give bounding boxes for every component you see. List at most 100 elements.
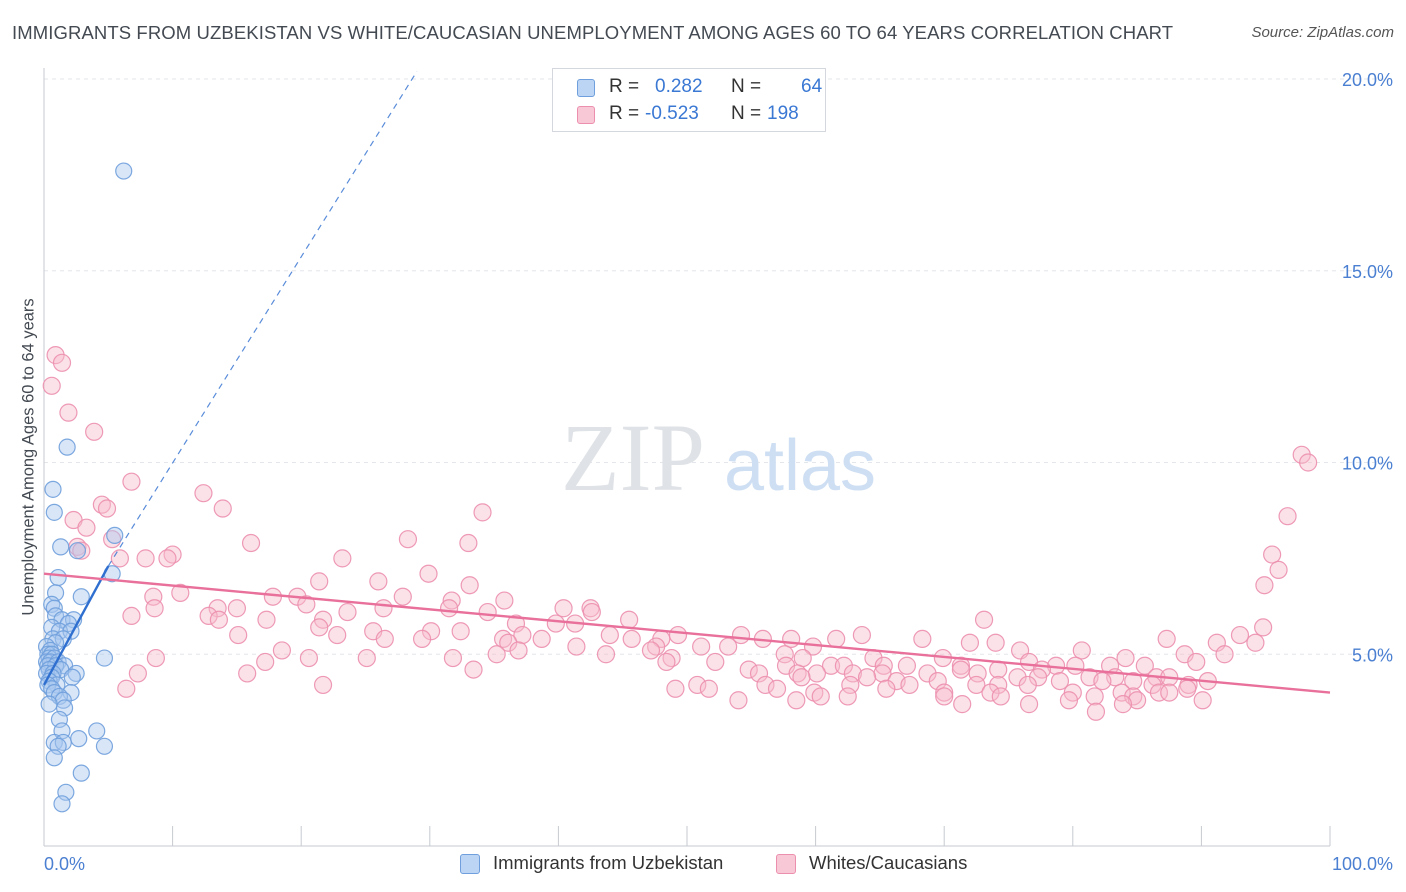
whites-point[interactable]	[756, 675, 775, 695]
whites-point[interactable]	[981, 683, 1000, 702]
whites-point[interactable]	[699, 679, 718, 698]
whites-point[interactable]	[229, 625, 248, 645]
whites-point[interactable]	[1050, 671, 1070, 691]
whites-point[interactable]	[122, 472, 141, 491]
whites-point[interactable]	[145, 599, 164, 618]
whites-point[interactable]	[546, 614, 565, 633]
whites-point[interactable]	[393, 587, 412, 606]
whites-point[interactable]	[913, 629, 932, 649]
whites-point[interactable]	[1018, 675, 1037, 695]
whites-point[interactable]	[749, 664, 769, 683]
whites-point[interactable]	[42, 376, 61, 395]
whites-point[interactable]	[313, 675, 333, 695]
whites-point[interactable]	[600, 625, 619, 645]
whites-point[interactable]	[136, 549, 155, 568]
whites-point[interactable]	[989, 675, 1008, 695]
whites-point[interactable]	[1086, 702, 1106, 721]
uzbekistan-point[interactable]	[88, 722, 106, 740]
whites-point[interactable]	[158, 549, 177, 568]
whites-point[interactable]	[787, 691, 806, 710]
whites-point[interactable]	[464, 660, 483, 679]
whites-point[interactable]	[666, 679, 685, 698]
whites-point[interactable]	[412, 629, 432, 649]
whites-point[interactable]	[620, 610, 639, 629]
whites-point[interactable]	[122, 606, 141, 626]
whites-point[interactable]	[1112, 683, 1131, 702]
whites-point[interactable]	[77, 518, 96, 537]
whites-point[interactable]	[1116, 648, 1135, 668]
whites-point[interactable]	[144, 587, 163, 606]
whites-point[interactable]	[974, 610, 994, 629]
whites-point[interactable]	[338, 602, 357, 622]
whites-point[interactable]	[110, 549, 129, 568]
uzbekistan-point[interactable]	[68, 542, 87, 560]
whites-point[interactable]	[688, 675, 707, 695]
whites-point[interactable]	[310, 618, 329, 637]
whites-point[interactable]	[473, 503, 492, 522]
whites-point[interactable]	[838, 687, 857, 706]
whites-point[interactable]	[1230, 625, 1250, 645]
whites-point[interactable]	[299, 648, 319, 668]
uzbekistan-point[interactable]	[40, 695, 58, 713]
whites-point[interactable]	[1269, 560, 1288, 579]
whites-point[interactable]	[52, 353, 72, 372]
whites-point[interactable]	[874, 656, 893, 675]
whites-point[interactable]	[1072, 641, 1091, 660]
whites-point[interactable]	[1246, 633, 1265, 652]
whites-point[interactable]	[85, 422, 104, 441]
uzbekistan-point[interactable]	[70, 730, 88, 748]
whites-point[interactable]	[1149, 683, 1169, 702]
whites-point[interactable]	[1127, 691, 1147, 710]
whites-point[interactable]	[451, 622, 470, 641]
whites-point[interactable]	[567, 637, 586, 656]
whites-point[interactable]	[1028, 668, 1048, 687]
whites-point[interactable]	[506, 614, 526, 633]
uzbekistan-point[interactable]	[115, 162, 133, 180]
whites-point[interactable]	[310, 572, 329, 591]
whites-point[interactable]	[1093, 671, 1112, 691]
whites-point[interactable]	[257, 610, 276, 629]
uzbekistan-point[interactable]	[53, 795, 71, 813]
uzbekistan-point[interactable]	[52, 538, 70, 556]
whites-point[interactable]	[1255, 576, 1274, 595]
whites-point[interactable]	[739, 660, 758, 679]
whites-point[interactable]	[1160, 683, 1179, 702]
whites-point[interactable]	[960, 633, 980, 652]
whites-point[interactable]	[1178, 679, 1197, 698]
whites-point[interactable]	[657, 652, 676, 672]
whites-point[interactable]	[811, 687, 830, 706]
whites-point[interactable]	[171, 583, 190, 602]
whites-point[interactable]	[499, 633, 518, 652]
whites-point[interactable]	[478, 602, 497, 622]
whites-point[interactable]	[935, 683, 954, 702]
whites-point[interactable]	[821, 656, 841, 675]
uzbekistan-point[interactable]	[106, 526, 124, 544]
whites-point[interactable]	[513, 625, 532, 645]
whites-point[interactable]	[986, 633, 1005, 652]
whites-point[interactable]	[357, 648, 376, 668]
whites-point[interactable]	[953, 695, 972, 714]
whites-point[interactable]	[1066, 656, 1085, 675]
whites-point[interactable]	[1254, 618, 1273, 637]
whites-point[interactable]	[782, 629, 801, 649]
whites-point[interactable]	[1085, 687, 1104, 706]
whites-point[interactable]	[272, 641, 292, 660]
whites-point[interactable]	[213, 499, 232, 518]
whites-point[interactable]	[897, 656, 917, 675]
whites-point[interactable]	[439, 599, 459, 618]
whites-point[interactable]	[374, 599, 393, 618]
whites-point[interactable]	[1008, 668, 1027, 687]
uzbekistan-point[interactable]	[45, 749, 63, 767]
whites-point[interactable]	[1278, 507, 1297, 526]
whites-point[interactable]	[951, 656, 971, 675]
whites-point[interactable]	[852, 625, 871, 645]
whites-point[interactable]	[641, 641, 661, 660]
whites-point[interactable]	[1019, 695, 1039, 714]
whites-point[interactable]	[297, 595, 316, 614]
whites-point[interactable]	[857, 668, 877, 687]
whites-point[interactable]	[793, 648, 812, 668]
whites-point[interactable]	[227, 599, 246, 618]
whites-point[interactable]	[443, 648, 463, 668]
whites-point[interactable]	[398, 530, 418, 549]
whites-point[interactable]	[487, 645, 506, 664]
